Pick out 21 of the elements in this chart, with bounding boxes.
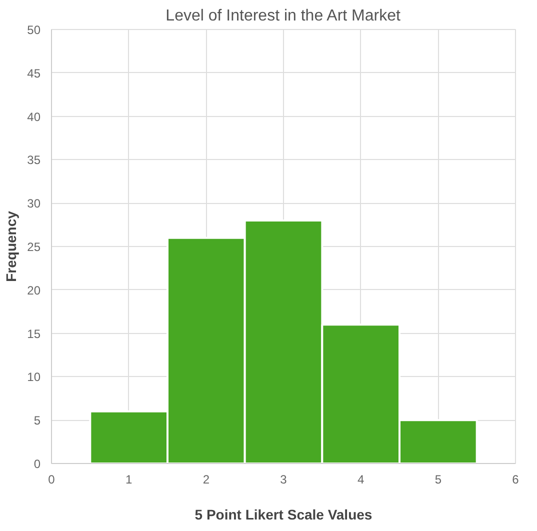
y-tick-label: 50 [27, 23, 41, 37]
y-tick-label: 45 [27, 66, 41, 80]
y-tick-label: 35 [27, 153, 41, 168]
y-tick-label: 25 [27, 240, 41, 254]
x-tick-label: 4 [357, 472, 364, 486]
x-tick-label: 2 [202, 472, 210, 486]
y-tick-label: 10 [27, 370, 41, 384]
y-tick-label: 20 [27, 283, 41, 298]
y-tick-label: 15 [27, 326, 41, 341]
x-tick-label: 0 [48, 472, 56, 486]
x-axis-title: 5 Point Likert Scale Values [194, 506, 372, 522]
y-tick-label: 30 [27, 196, 41, 211]
x-tick-label: 6 [512, 472, 520, 486]
y-axis-title: Frequency [3, 210, 20, 282]
chart-title: Level of Interest in the Art Market [166, 8, 402, 24]
x-tick-label: 5 [434, 472, 442, 486]
y-tick-label: 40 [27, 110, 41, 124]
x-tick-label: 1 [125, 472, 132, 486]
y-tick-label: 5 [34, 414, 41, 428]
x-tick-label: 3 [280, 472, 288, 486]
y-tick-label: 0 [34, 457, 41, 471]
